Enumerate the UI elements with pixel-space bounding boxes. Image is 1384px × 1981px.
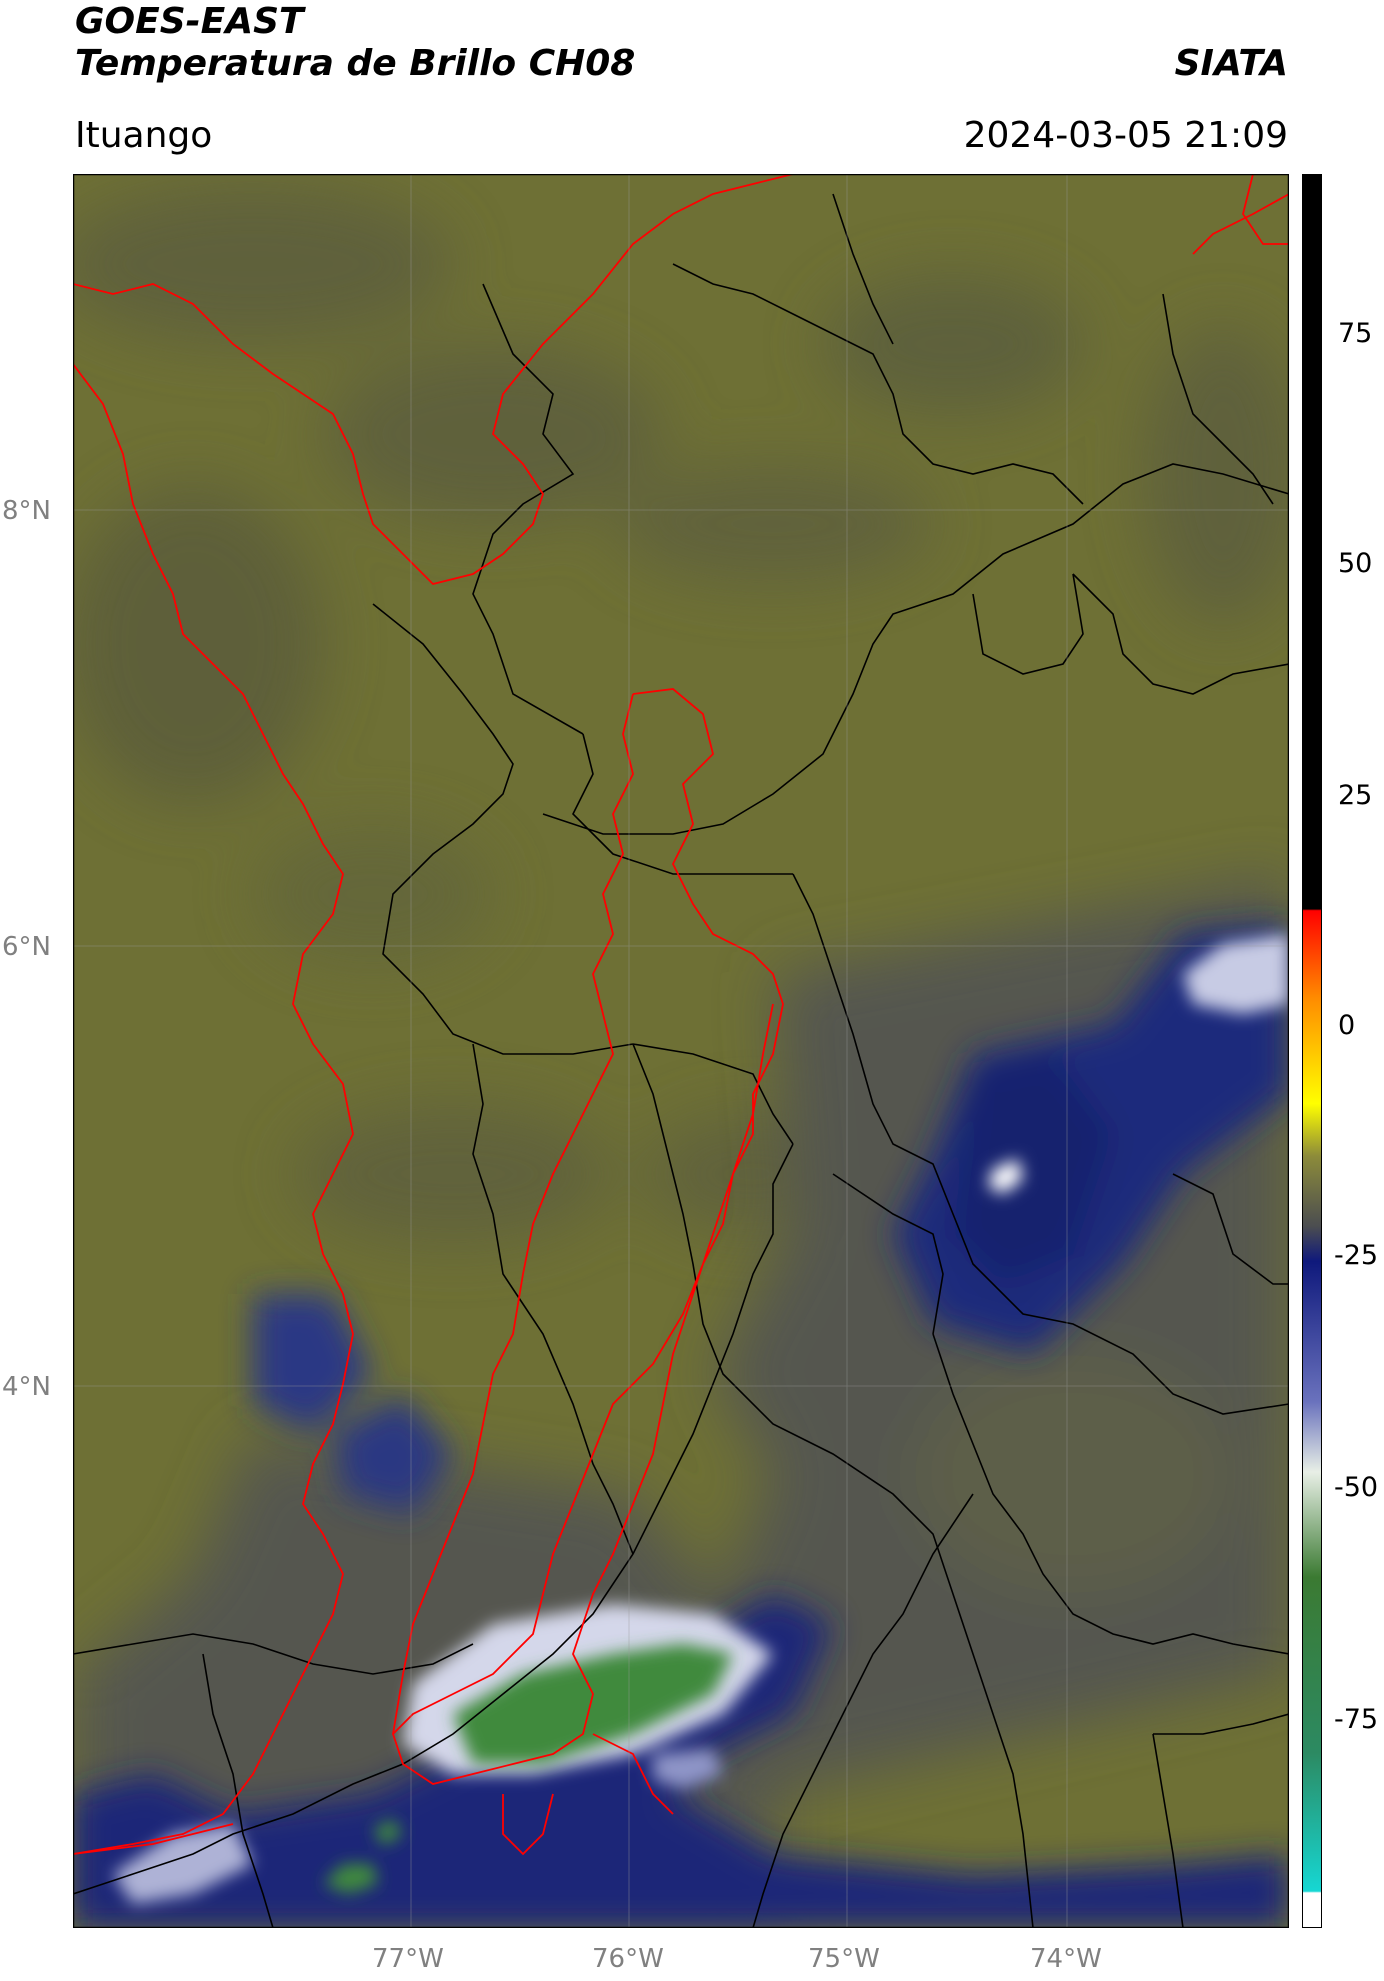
lon-tick-77w: 77°W [372,1944,444,1974]
graticule [73,174,1289,1928]
department-borders [73,193,1289,1928]
country-borders [73,174,1289,1855]
map-frame [73,174,1289,1928]
colorbar-tick-75: 75 [1338,318,1373,349]
ituango-basin-outline [391,688,784,1856]
satellite-title: GOES-EAST [75,1,304,42]
lat-tick-8n: 8°N [2,496,51,526]
lon-tick-75w: 75°W [808,1944,880,1974]
green-cloud-core [323,1644,733,1894]
colorbar-tick-25: 25 [1338,780,1373,811]
timestamp-label: 2024-03-05 21:09 [963,115,1288,156]
lat-tick-6n: 6°N [2,932,51,962]
colorbar-tick-neg50: -50 [1334,1472,1379,1503]
brightness-temperature-map [73,174,1289,1928]
colorbar-tick-50: 50 [1338,548,1373,579]
colorbar [1302,174,1322,1928]
colorbar-tick-neg25: -25 [1334,1240,1379,1271]
product-title: Temperatura de Brillo CH08 [75,43,636,84]
lat-tick-4n: 4°N [2,1372,51,1402]
colorbar-frame [1302,174,1322,1928]
colorbar-tick-0: 0 [1338,1010,1356,1041]
colorbar-tick-neg75: -75 [1334,1704,1379,1735]
region-label: Ituango [75,115,213,156]
lon-tick-74w: 74°W [1030,1944,1102,1974]
dark-olive-patches [73,184,1289,1244]
agency-title: SIATA [1174,43,1288,84]
colorbar-fill [1302,174,1322,1928]
lon-tick-76w: 76°W [592,1944,664,1974]
